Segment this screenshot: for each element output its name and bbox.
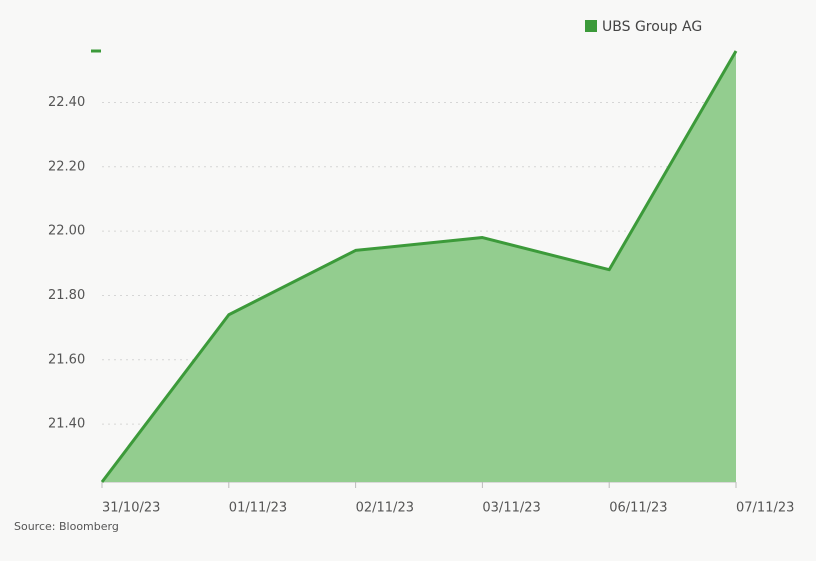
legend-swatch xyxy=(585,20,597,32)
area xyxy=(102,51,736,482)
source-note: Source: Bloomberg xyxy=(14,520,119,533)
x-tick-label: 02/11/23 xyxy=(356,501,414,516)
y-tick-label: 22.40 xyxy=(48,95,85,110)
y-tick-label: 22.00 xyxy=(48,224,85,239)
y-tick-label: 21.80 xyxy=(48,288,85,303)
x-tick-label: 07/11/23 xyxy=(736,501,794,516)
y-tick-label: 21.60 xyxy=(48,352,85,367)
x-tick-label: 06/11/23 xyxy=(609,501,667,516)
legend-label: UBS Group AG xyxy=(602,19,702,35)
line xyxy=(100,50,738,483)
x-tick-label: 01/11/23 xyxy=(229,501,287,516)
x-tick-label: 03/11/23 xyxy=(482,501,540,516)
y-tick-label: 22.20 xyxy=(48,159,85,174)
y-tick-label: 21.40 xyxy=(48,417,85,432)
x-tick-label: 31/10/23 xyxy=(102,501,160,516)
